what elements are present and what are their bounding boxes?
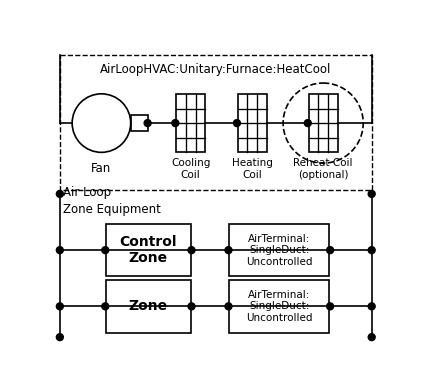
Circle shape (368, 190, 375, 197)
Circle shape (368, 303, 375, 310)
Circle shape (102, 247, 109, 253)
Text: Control
Zone: Control Zone (120, 235, 177, 265)
Circle shape (368, 334, 375, 341)
Circle shape (56, 190, 63, 197)
Circle shape (172, 119, 179, 127)
Text: AirTerminal:
SingleDuct:
Uncontrolled: AirTerminal: SingleDuct: Uncontrolled (246, 233, 312, 267)
Circle shape (188, 247, 195, 253)
Text: Zone Equipment: Zone Equipment (63, 203, 161, 216)
Text: Air Loop: Air Loop (63, 186, 111, 199)
Circle shape (234, 119, 240, 127)
Circle shape (188, 303, 195, 310)
Circle shape (304, 119, 311, 127)
Circle shape (56, 247, 63, 253)
Text: Zone: Zone (129, 300, 168, 313)
Circle shape (144, 119, 151, 127)
Text: Reheat Coil
(optional): Reheat Coil (optional) (293, 158, 353, 180)
Circle shape (56, 334, 63, 341)
Circle shape (368, 247, 375, 253)
Circle shape (56, 303, 63, 310)
Text: AirLoopHVAC:Unitary:Furnace:HeatCool: AirLoopHVAC:Unitary:Furnace:HeatCool (100, 63, 331, 76)
Circle shape (225, 303, 232, 310)
Circle shape (225, 247, 232, 253)
Text: Cooling
Coil: Cooling Coil (171, 158, 210, 180)
Text: AirTerminal:
SingleDuct:
Uncontrolled: AirTerminal: SingleDuct: Uncontrolled (246, 290, 312, 323)
Text: Fan: Fan (91, 162, 112, 175)
Circle shape (327, 303, 333, 310)
Circle shape (102, 303, 109, 310)
Circle shape (327, 247, 333, 253)
Text: Heating
Coil: Heating Coil (232, 158, 273, 180)
